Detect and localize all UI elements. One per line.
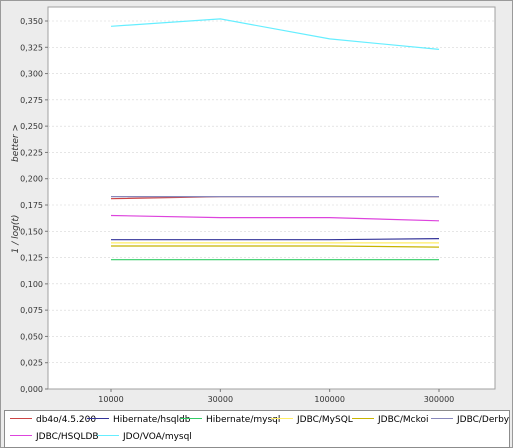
plot-area xyxy=(47,6,496,390)
series-line-4 xyxy=(111,245,440,248)
x-tick-label: 10000 xyxy=(98,395,123,404)
y-tick-label: 0,350 xyxy=(20,17,43,26)
legend-label: JDBC/MySQL xyxy=(297,415,353,425)
legend-item: JDO/VOA/mysql xyxy=(97,430,192,444)
legend-label: JDBC/HSQLDB xyxy=(36,432,99,442)
series-lines xyxy=(110,18,440,261)
legend-swatch xyxy=(180,418,202,419)
legend-label: Hibernate/hsqldb xyxy=(113,415,191,425)
y-tick-label: 0,075 xyxy=(20,306,43,315)
legend-swatch xyxy=(271,418,293,419)
legend-swatch xyxy=(10,418,32,419)
legend-item: JDBC/Mckoi xyxy=(352,413,429,427)
x-tick-label: 300000 xyxy=(424,395,455,404)
y-axis-ticks: 0,000 0,025 0,050 0,075 0,100 0,125 0,150 0,175… xyxy=(20,17,48,394)
y-tick-label: 0,050 xyxy=(20,332,43,341)
series-line-1 xyxy=(111,238,440,241)
legend-item: JDBC/MySQL xyxy=(271,413,353,427)
legend-item: JDBC/Derby xyxy=(431,413,509,427)
y-tick-label: 0,125 xyxy=(20,254,43,263)
legend-swatch xyxy=(10,435,32,436)
y-tick-label: 0,175 xyxy=(20,201,43,210)
y-tick-label: 0,250 xyxy=(20,122,43,131)
y-tick-label: 0,300 xyxy=(20,70,43,79)
line-chart: 0,000 0,025 0,050 0,075 0,100 0,125 0,150 0,175… xyxy=(11,6,496,404)
y-axis-note: better > xyxy=(11,124,21,162)
series-line-7 xyxy=(110,18,440,50)
legend-label: JDBC/Derby xyxy=(457,415,510,425)
legend-item: Hibernate/hsqldb xyxy=(87,413,190,427)
y-tick-label: 0,225 xyxy=(20,148,43,157)
legend-swatch xyxy=(431,418,453,419)
legend-label: Hibernate/mysql xyxy=(206,415,281,425)
series-line-6 xyxy=(110,214,440,222)
x-axis-ticks: 10000 30000 100000 300000 xyxy=(98,389,454,404)
y-tick-label: 0,325 xyxy=(20,43,43,52)
legend-swatch xyxy=(352,418,374,419)
legend-label: JDBC/Mckoi xyxy=(378,415,429,425)
legend-swatch xyxy=(97,435,119,436)
legend-swatch xyxy=(87,418,109,419)
y-tick-label: 0,000 xyxy=(20,385,43,394)
y-tick-label: 0,275 xyxy=(20,96,43,105)
legend-item: Hibernate/mysql xyxy=(180,413,280,427)
chart-legend: db4o/4.5.200 Hibernate/hsqldb Hibernate/my… xyxy=(4,410,510,448)
legend-label: db4o/4.5.200 xyxy=(36,415,97,425)
legend-item: db4o/4.5.200 xyxy=(10,413,96,427)
y-tick-label: 0,025 xyxy=(20,359,43,368)
y-tick-label: 0,100 xyxy=(20,280,43,289)
y-tick-label: 0,150 xyxy=(20,227,43,236)
x-tick-label: 100000 xyxy=(314,395,345,404)
y-axis-label: 1 / log(t) xyxy=(11,215,21,254)
legend-item: JDBC/HSQLDB xyxy=(10,430,99,444)
legend-label: JDO/VOA/mysql xyxy=(123,432,192,442)
y-tick-label: 0,200 xyxy=(20,175,43,184)
x-tick-label: 30000 xyxy=(208,395,233,404)
